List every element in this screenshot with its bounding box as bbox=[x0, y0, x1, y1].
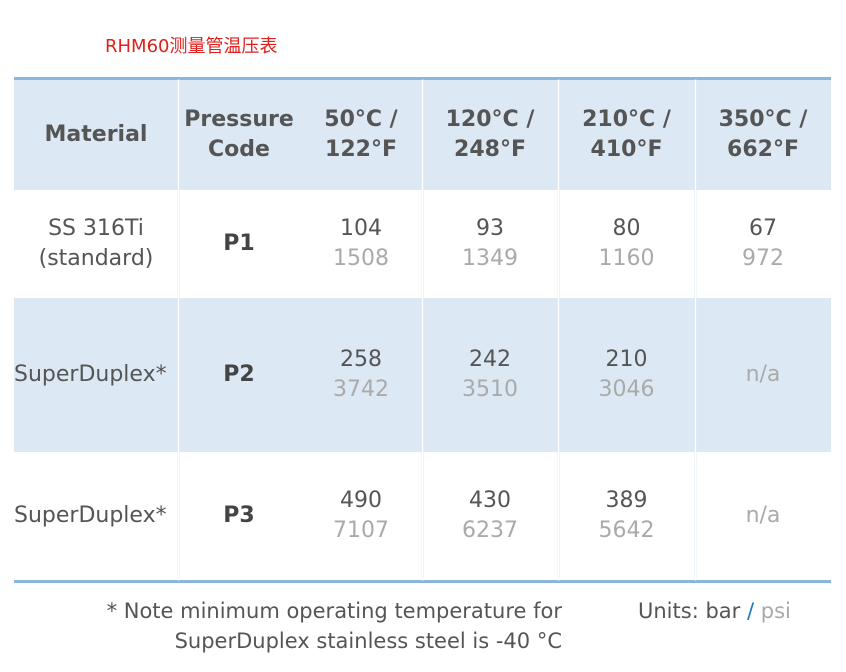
material-text: SS 316Ti bbox=[48, 216, 144, 241]
rule bbox=[14, 77, 831, 80]
value-cell: 490 7107 bbox=[300, 452, 422, 580]
header-text: Code bbox=[208, 137, 270, 162]
material-cell: SS 316Ti (standard) bbox=[14, 190, 178, 298]
psi-value: 1349 bbox=[462, 246, 518, 271]
bar-value: 242 bbox=[469, 347, 511, 372]
units-alt: psi bbox=[760, 599, 791, 623]
material-text: SuperDuplex* bbox=[14, 362, 167, 387]
psi-value: 6237 bbox=[462, 518, 518, 543]
code-text: P2 bbox=[223, 362, 255, 387]
psi-value: 3742 bbox=[333, 377, 389, 402]
footnote: * Note minimum operating temperature for… bbox=[0, 596, 562, 656]
header-cell: 210°C / 410°F bbox=[558, 80, 695, 190]
psi-value: 3046 bbox=[598, 377, 655, 402]
bar-value: 258 bbox=[340, 347, 382, 372]
value-cell: 67 972 bbox=[695, 190, 831, 298]
value-cell: 93 1349 bbox=[422, 190, 558, 298]
header-text: 210°C / bbox=[582, 107, 671, 132]
header-text: 248°F bbox=[454, 137, 526, 162]
psi-value: 1160 bbox=[598, 246, 655, 271]
col-divider bbox=[422, 80, 423, 580]
header-cell: 50°C / 122°F bbox=[300, 80, 422, 190]
header-text: 662°F bbox=[727, 137, 799, 162]
bar-value: 210 bbox=[605, 347, 648, 372]
value-cell: 242 3510 bbox=[422, 298, 558, 452]
header-text: Material bbox=[44, 122, 148, 147]
na-text: n/a bbox=[745, 362, 781, 387]
note-line: SuperDuplex stainless steel is -40 °C bbox=[174, 629, 562, 653]
units: Units: bar / psi bbox=[638, 596, 791, 626]
header-cell: 120°C / 248°F bbox=[422, 80, 558, 190]
material-text: SuperDuplex* bbox=[14, 503, 167, 528]
code-cell: P3 bbox=[178, 452, 300, 580]
title: RHM60测量管温压表 bbox=[105, 36, 278, 57]
value-cell: n/a bbox=[695, 452, 831, 580]
bar-value: 430 bbox=[469, 488, 511, 513]
value-cell: 430 6237 bbox=[422, 452, 558, 580]
header-cell: Material bbox=[14, 80, 178, 190]
header-text: 350°C / bbox=[718, 107, 808, 132]
material-cell: SuperDuplex* bbox=[14, 452, 178, 580]
bar-value: 389 bbox=[605, 488, 648, 513]
rule bbox=[14, 580, 831, 583]
col-divider bbox=[178, 80, 179, 580]
psi-value: 3510 bbox=[462, 377, 518, 402]
bar-value: 67 bbox=[749, 216, 777, 241]
value-cell: 104 1508 bbox=[300, 190, 422, 298]
header-text: Pressure bbox=[184, 107, 294, 132]
value-cell: 80 1160 bbox=[558, 190, 695, 298]
value-cell: n/a bbox=[695, 298, 831, 452]
units-sep: / bbox=[746, 599, 755, 623]
material-cell: SuperDuplex* bbox=[14, 298, 178, 452]
header-text: 122°F bbox=[325, 137, 397, 162]
bar-value: 93 bbox=[476, 216, 504, 241]
psi-value: 972 bbox=[742, 246, 784, 271]
value-cell: 258 3742 bbox=[300, 298, 422, 452]
psi-value: 5642 bbox=[598, 518, 655, 543]
psi-value: 1508 bbox=[333, 246, 389, 271]
header-cell: 350°C / 662°F bbox=[695, 80, 831, 190]
note-line: * Note minimum operating temperature for bbox=[106, 599, 562, 623]
col-divider bbox=[695, 80, 696, 580]
header-text: 50°C / bbox=[324, 107, 398, 132]
code-text: P3 bbox=[223, 503, 255, 528]
code-cell: P1 bbox=[178, 190, 300, 298]
value-cell: 210 3046 bbox=[558, 298, 695, 452]
value-cell: 389 5642 bbox=[558, 452, 695, 580]
code-text: P1 bbox=[223, 231, 255, 256]
psi-value: 7107 bbox=[333, 518, 389, 543]
header-text: 410°F bbox=[590, 137, 663, 162]
bar-value: 104 bbox=[340, 216, 382, 241]
col-divider bbox=[558, 80, 559, 580]
bar-value: 490 bbox=[340, 488, 382, 513]
material-text: (standard) bbox=[38, 246, 154, 271]
bar-value: 80 bbox=[612, 216, 641, 241]
na-text: n/a bbox=[745, 503, 781, 528]
header-text: 120°C / bbox=[445, 107, 535, 132]
header-cell: Pressure Code bbox=[178, 80, 300, 190]
code-cell: P2 bbox=[178, 298, 300, 452]
units-label: Units: bar bbox=[638, 599, 741, 623]
